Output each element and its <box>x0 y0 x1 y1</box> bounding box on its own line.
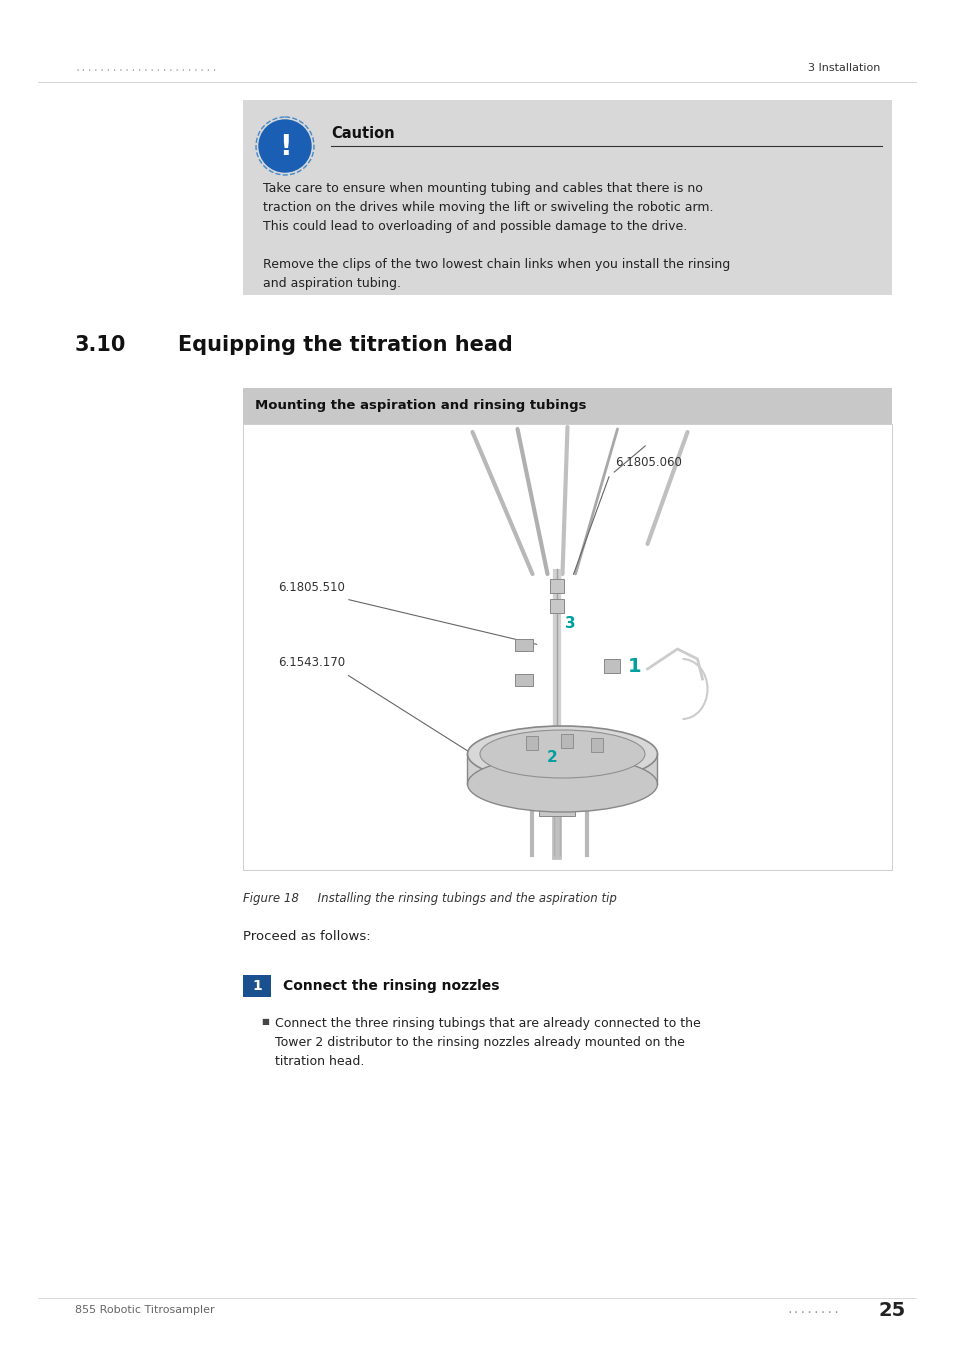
Text: .......................: ....................... <box>75 63 218 73</box>
Text: Remove the clips of the two lowest chain links when you install the rinsing
and : Remove the clips of the two lowest chain… <box>263 258 729 290</box>
Bar <box>243 387 891 424</box>
Text: 855 Robotic Titrosampler: 855 Robotic Titrosampler <box>75 1305 214 1315</box>
Bar <box>243 100 891 296</box>
Bar <box>467 755 657 784</box>
Text: Figure 18     Installing the rinsing tubings and the aspiration tip: Figure 18 Installing the rinsing tubings… <box>243 892 617 904</box>
Bar <box>539 796 575 815</box>
Bar <box>515 639 533 651</box>
Circle shape <box>258 120 311 171</box>
Text: 3.10: 3.10 <box>75 335 126 355</box>
Bar <box>550 599 564 613</box>
Bar <box>561 734 573 748</box>
Bar <box>515 674 533 686</box>
Text: ........: ........ <box>785 1305 840 1315</box>
Text: Take care to ensure when mounting tubing and cables that there is no
traction on: Take care to ensure when mounting tubing… <box>263 182 713 234</box>
Bar <box>243 975 271 998</box>
Text: 1: 1 <box>627 656 640 675</box>
Bar <box>243 424 891 869</box>
Text: 1: 1 <box>252 979 262 994</box>
Bar <box>550 579 564 593</box>
Ellipse shape <box>467 726 657 782</box>
Ellipse shape <box>467 756 657 811</box>
Bar <box>591 738 603 752</box>
Text: 6.1543.170: 6.1543.170 <box>277 656 345 670</box>
Bar <box>526 736 537 751</box>
Text: Connect the rinsing nozzles: Connect the rinsing nozzles <box>283 979 499 994</box>
Text: 3 Installation: 3 Installation <box>807 63 879 73</box>
Text: 6.1805.510: 6.1805.510 <box>277 580 345 594</box>
Text: Equipping the titration head: Equipping the titration head <box>178 335 512 355</box>
Text: ■: ■ <box>261 1017 269 1026</box>
Text: Proceed as follows:: Proceed as follows: <box>243 930 370 944</box>
Text: 3: 3 <box>565 617 576 632</box>
Text: 2: 2 <box>547 749 558 764</box>
Text: Mounting the aspiration and rinsing tubings: Mounting the aspiration and rinsing tubi… <box>254 400 586 413</box>
Bar <box>604 659 619 674</box>
Text: 25: 25 <box>878 1300 905 1319</box>
Text: Caution: Caution <box>331 126 395 140</box>
Text: !: ! <box>278 134 291 161</box>
Text: Connect the three rinsing tubings that are already connected to the
Tower 2 dist: Connect the three rinsing tubings that a… <box>274 1017 700 1068</box>
Text: 6.1805.060: 6.1805.060 <box>615 456 681 468</box>
Ellipse shape <box>479 730 644 778</box>
